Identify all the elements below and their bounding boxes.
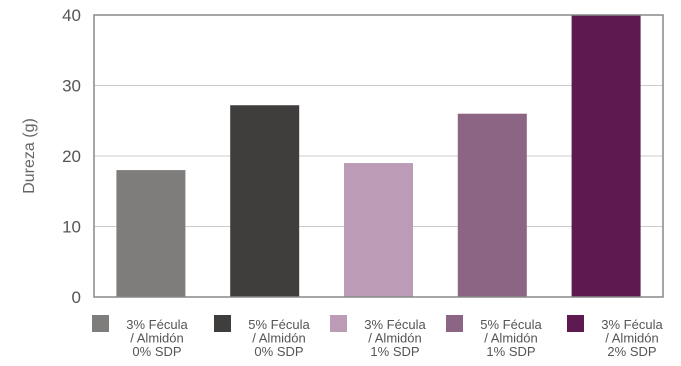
- legend-label: 3% Fécula: [364, 317, 426, 332]
- bar: [457, 113, 527, 297]
- bar: [116, 170, 186, 297]
- bars: [116, 15, 641, 298]
- legend-label: 0% SDP: [132, 344, 181, 359]
- legend-label: 5% Fécula: [248, 317, 310, 332]
- legend-label: 3% Fécula: [601, 317, 663, 332]
- y-tick-label: 30: [62, 77, 81, 96]
- legend-label: 1% SDP: [370, 344, 419, 359]
- legend-swatch: [214, 315, 231, 332]
- bar: [344, 163, 413, 297]
- legend-swatch: [567, 315, 584, 332]
- legend-label: 0% SDP: [254, 344, 303, 359]
- plot-frame: [93, 14, 664, 298]
- bar: [571, 15, 641, 297]
- y-axis-label: Dureza (g): [21, 118, 38, 194]
- legend-label: 2% SDP: [607, 344, 656, 359]
- bar: [230, 105, 300, 298]
- legend-label: / Almidón: [368, 331, 421, 346]
- legend-swatch: [330, 315, 347, 332]
- y-tick-labels: 0 10 20 30 40: [62, 6, 81, 307]
- legend-label: 1% SDP: [486, 344, 535, 359]
- y-tick-label: 10: [62, 218, 81, 237]
- legend-label: / Almidón: [130, 331, 183, 346]
- y-tick-label: 0: [72, 288, 81, 307]
- y-tick-label: 40: [62, 6, 81, 25]
- legend-label: 5% Fécula: [480, 317, 542, 332]
- legend-label: / Almidón: [252, 331, 305, 346]
- legend-label: / Almidón: [605, 331, 658, 346]
- legend-swatch: [446, 315, 463, 332]
- legend-label: / Almidón: [484, 331, 537, 346]
- y-tick-label: 20: [62, 147, 81, 166]
- legend-swatch: [92, 315, 109, 332]
- legend-label: 3% Fécula: [126, 317, 188, 332]
